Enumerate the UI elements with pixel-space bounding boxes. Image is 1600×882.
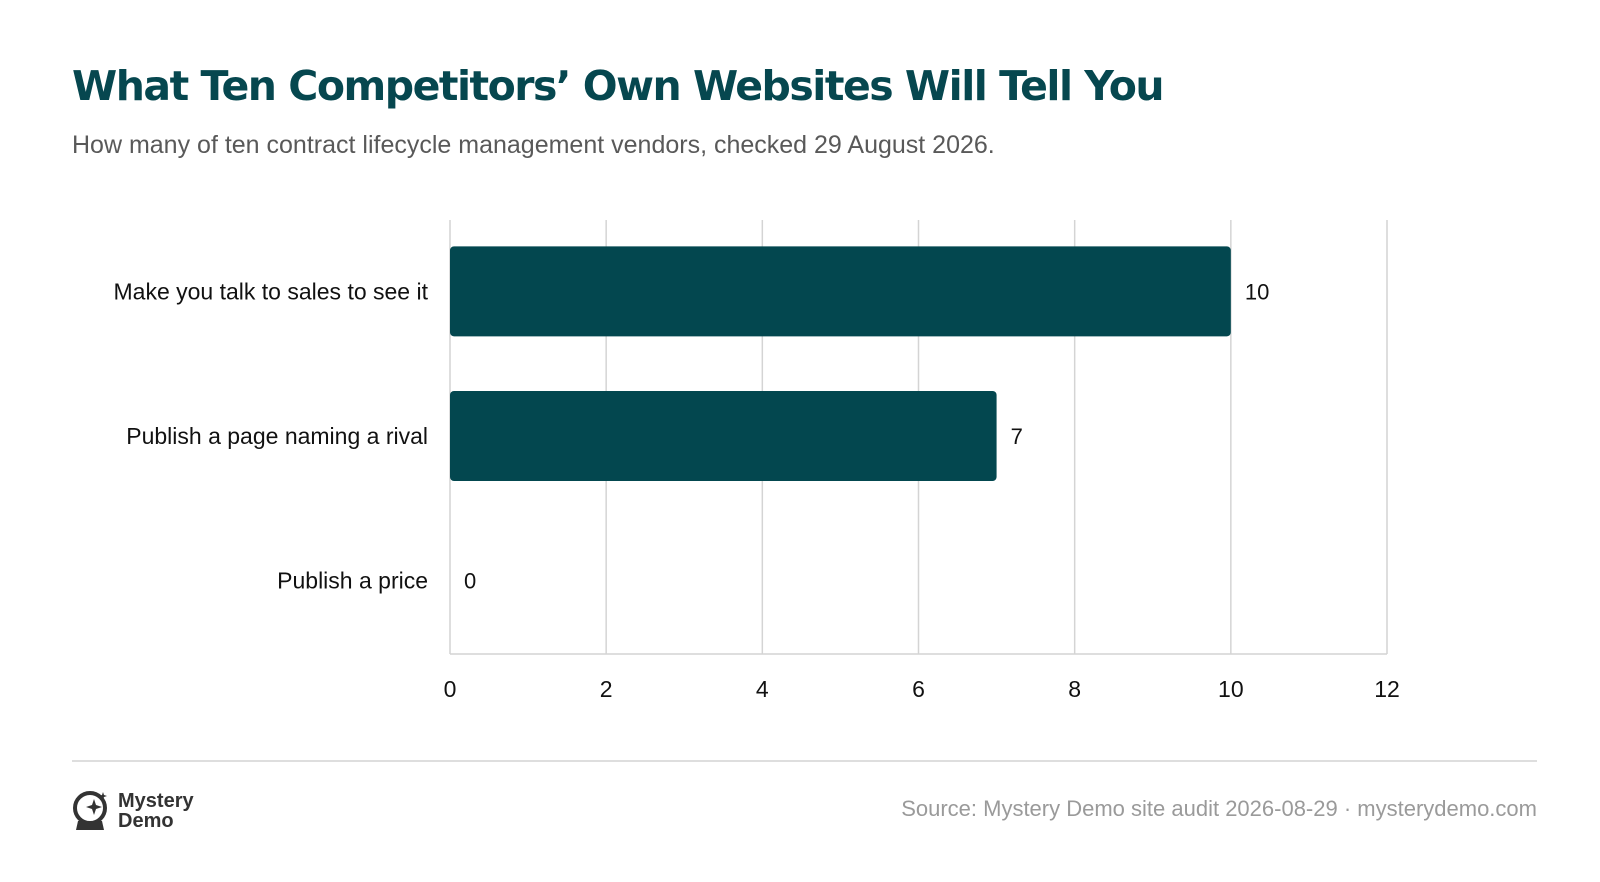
category-label-0: Make you talk to sales to see it [114, 278, 429, 304]
bar-chart: 0 2 4 6 8 10 12 Make you talk to sales to see i… [114, 220, 1400, 702]
bars [450, 246, 1231, 481]
source-note: Source: Mystery Demo site audit 2026-08-… [901, 796, 1537, 821]
crystal-ball-sparkle-icon [73, 791, 107, 830]
brand-name-line1: Mystery [118, 790, 194, 812]
category-label-2: Publish a price [277, 568, 428, 594]
x-tick-label-0: 0 [444, 676, 457, 702]
brand-name-line2: Demo [118, 810, 174, 832]
labels: 0 2 4 6 8 10 12 Make you talk to sales to see i… [114, 278, 1400, 702]
bar-0 [450, 246, 1231, 337]
value-label-1: 7 [1011, 424, 1023, 449]
x-tick-label-2: 4 [756, 676, 769, 702]
x-tick-label-4: 8 [1068, 676, 1081, 702]
x-tick-label-6: 12 [1374, 676, 1400, 702]
value-label-2: 0 [464, 569, 476, 594]
x-tick-label-5: 10 [1218, 676, 1244, 702]
value-label-0: 10 [1245, 279, 1269, 304]
footer-divider [72, 760, 1537, 762]
category-label-1: Publish a page naming a rival [126, 423, 428, 449]
chart-title: What Ten Competitors’ Own Websites Will … [72, 62, 1165, 110]
brand-name: Mystery Demo [118, 791, 194, 831]
x-tick-label-1: 2 [600, 676, 613, 702]
brand-logo: Mystery Demo [72, 790, 194, 832]
bar-1 [450, 391, 997, 481]
x-tick-label-3: 6 [912, 676, 925, 702]
chart-subtitle: How many of ten contract lifecycle manag… [72, 131, 995, 159]
